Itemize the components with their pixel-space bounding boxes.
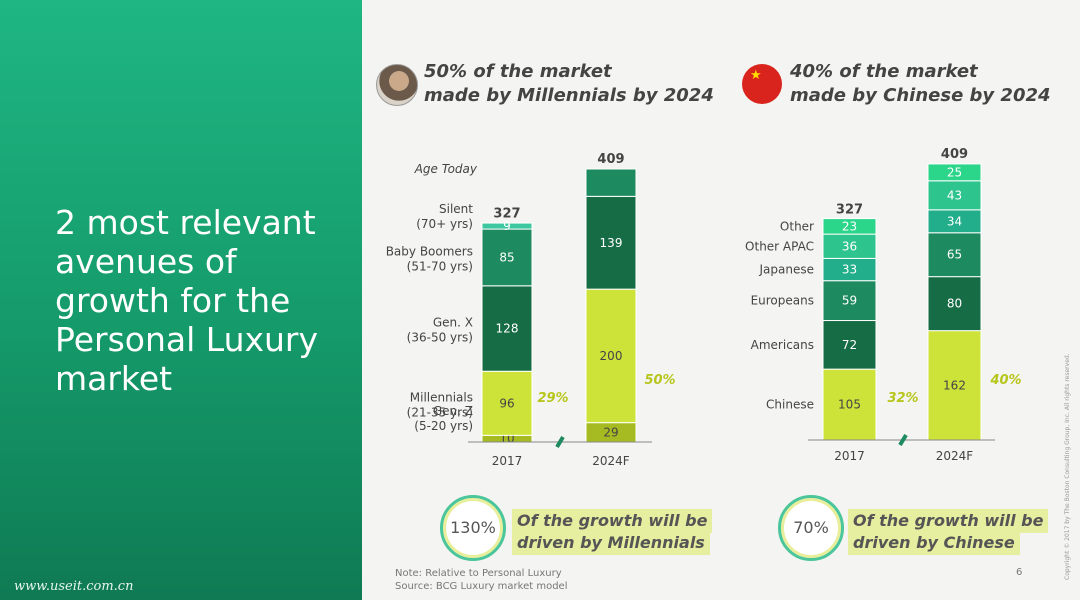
bar-segment-americans-2024f (927, 276, 982, 332)
share-label-2017: 32% (887, 391, 918, 406)
right-subtitle: 40% of the market made by Chinese by 202… (790, 60, 1051, 108)
category-label-millennials: Millennials (21-35 yrs) (407, 390, 473, 419)
data-label-japanese-2017: 33 (842, 263, 857, 277)
total-label-2017: 327 (493, 207, 520, 222)
bar-segment-other-apac-2017 (822, 233, 877, 259)
bar-segment-gen-x-2017 (481, 285, 533, 372)
slide-headline: 2 most relevant avenues of growth for th… (55, 203, 319, 398)
growth-text-chinese-line1: Of the growth will be (848, 509, 1049, 533)
data-label-millennials-2024f: 200 (600, 349, 623, 363)
data-label-gen-x-2017: 128 (496, 322, 519, 336)
growth-text-chinese-line2: driven by Chinese (848, 531, 1020, 555)
bar-segment-baby-boomers-2017 (481, 228, 533, 287)
bar-segment-americans-2017 (822, 320, 877, 370)
china-flag-icon: ★ (742, 64, 782, 104)
x-tick-2017: 2017 (834, 449, 865, 463)
age-today-caption: Age Today (414, 162, 478, 176)
source-text: Source: BCG Luxury market model (395, 581, 568, 592)
bar-segment-gen-x-2024f (585, 195, 637, 290)
data-label-gen-z-2024f: 29 (603, 425, 618, 439)
bar-segment-other-2024f (927, 163, 982, 182)
category-label-other: Other (780, 219, 814, 233)
bar-segment-millennials-2024f (585, 288, 637, 424)
data-label-other-apac-2017: 36 (842, 239, 857, 253)
growth-text-millennials-line1: Of the growth will be (512, 509, 713, 533)
total-label-2024f: 409 (597, 152, 624, 167)
category-label-other-apac: Other APAC (745, 239, 814, 253)
share-label-2024f: 50% (644, 373, 675, 388)
data-label-millennials-2017: 96 (499, 396, 514, 410)
total-label-2017: 327 (836, 202, 863, 217)
bar-segment-chinese-2024f (927, 330, 982, 441)
bar-segment-europeans-2017 (822, 280, 877, 322)
right-subtitle-line1: 40% of the market (790, 61, 978, 82)
bar-segment-baby-boomers-2024f (585, 168, 637, 197)
data-label-other-2024f: 25 (947, 165, 962, 179)
data-label-americans-2017: 72 (842, 338, 857, 352)
growth-bubble-millennials: 130% (440, 495, 506, 561)
data-label-chinese-2024f: 162 (943, 378, 966, 392)
data-label-europeans-2024f: 65 (947, 248, 962, 262)
data-label-silent-2017: 9 (503, 219, 511, 233)
bar-segment-other-2017 (822, 218, 877, 235)
category-label-gen-z: Gen. Z (5-20 yrs) (414, 404, 473, 433)
x-tick-2017: 2017 (492, 454, 523, 468)
right-subtitle-line2: made by Chinese by 2024 (790, 85, 1051, 106)
growth-bubble-chinese: 70% (778, 495, 844, 561)
category-label-baby-boomers: Baby Boomers (51-70 yrs) (386, 244, 473, 273)
axis-break-mark (898, 433, 908, 447)
x-tick-2024f: 2024F (936, 449, 974, 463)
green-title-panel: 2 most relevant avenues of growth for th… (0, 0, 362, 600)
data-label-japanese-2024f: 34 (947, 214, 962, 228)
left-subtitle: 50% of the market made by Millennials by… (424, 60, 714, 108)
category-label-americans: Americans (751, 338, 814, 352)
axis-break-mark (555, 435, 565, 449)
bar-segment-other-apac-2024f (927, 180, 982, 211)
x-tick-2024f: 2024F (592, 454, 630, 468)
total-label-2024f: 409 (941, 147, 968, 162)
copyright-text: Copyright © 2017 by The Boston Consultin… (1064, 353, 1071, 580)
growth-text-millennials-line2: driven by Millennials (512, 531, 710, 555)
category-label-silent: Silent (70+ yrs) (416, 202, 473, 231)
watermark: www.useit.com.cn (14, 579, 134, 594)
share-label-2017: 29% (537, 391, 568, 406)
share-label-2024f: 40% (989, 373, 1021, 388)
bar-segment-chinese-2017 (822, 368, 877, 441)
data-label-baby-boomers-2017: 85 (499, 250, 514, 264)
category-label-gen-x: Gen. X (36-50 yrs) (407, 316, 473, 345)
data-label-gen-x-2024f: 139 (600, 236, 623, 250)
data-label-americans-2024f: 80 (947, 297, 962, 311)
data-label-other-2017: 23 (842, 219, 857, 233)
millennials-photo-icon (376, 64, 418, 106)
footnote: Note: Relative to Personal Luxury Source… (395, 567, 568, 593)
category-label-europeans: Europeans (751, 294, 814, 308)
data-label-europeans-2017: 59 (842, 294, 857, 308)
left-subtitle-line1: 50% of the market (424, 61, 612, 82)
data-label-chinese-2017: 105 (838, 398, 861, 412)
data-label-other-apac-2024f: 43 (947, 188, 962, 202)
category-label-japanese: Japanese (759, 263, 815, 277)
page-number: 6 (1016, 567, 1023, 578)
left-subtitle-line2: made by Millennials by 2024 (424, 85, 714, 106)
bar-segment-silent-2017 (481, 222, 533, 230)
category-label-chinese: Chinese (766, 398, 814, 412)
note-text: Note: Relative to Personal Luxury (395, 568, 562, 579)
